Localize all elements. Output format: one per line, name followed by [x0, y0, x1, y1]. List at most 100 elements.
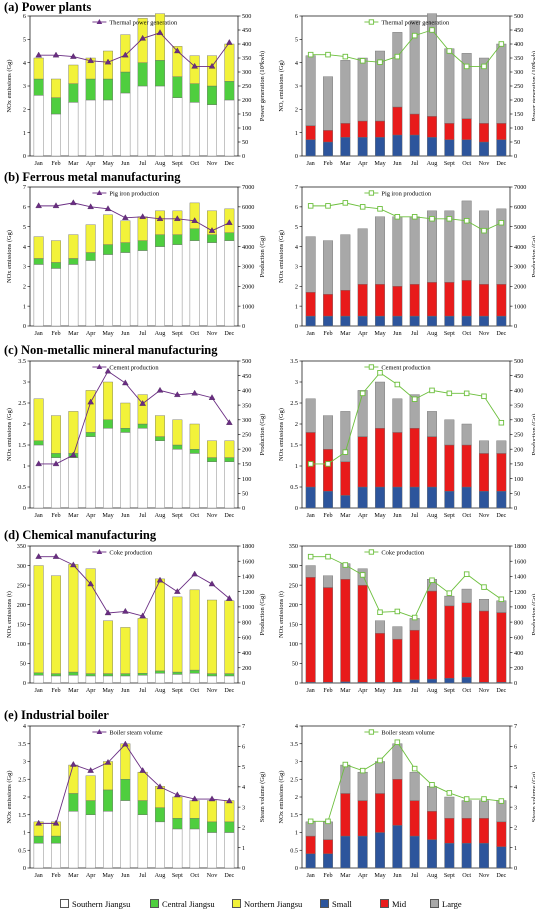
line-point: [446, 390, 453, 397]
plot-frame: [301, 15, 511, 157]
line-point: [104, 759, 112, 765]
bar-northern: [33, 565, 44, 674]
bar-small: [427, 486, 437, 509]
bar-central: [68, 671, 79, 676]
bar-northern: [137, 216, 148, 241]
bar-small: [323, 315, 333, 327]
bar-mid: [479, 610, 489, 683]
bar-central: [120, 71, 131, 94]
section-title-chemical: (d) Chemical manufacturing: [4, 528, 157, 542]
bar-mid: [323, 294, 333, 317]
bar-central: [51, 453, 61, 458]
line-point: [52, 553, 60, 559]
legend-label-southern: Southern Jiangsu: [72, 899, 131, 909]
bar-mid: [461, 280, 472, 317]
bar-mid: [323, 839, 333, 854]
bar-southern: [155, 440, 165, 509]
x-tick-label: Jul: [139, 872, 147, 879]
bar-southern: [103, 99, 113, 157]
bar-central: [85, 432, 96, 437]
bar-mid: [479, 284, 489, 317]
y-tick-label: 100: [17, 641, 26, 648]
bar-large: [375, 620, 385, 634]
bar-central: [120, 427, 131, 433]
bar-southern: [137, 250, 148, 327]
section-title-ferrous: (b) Ferrous metal manufacturing: [4, 170, 181, 184]
bar-southern: [33, 444, 44, 509]
line-point: [35, 553, 42, 559]
line-point: [35, 819, 42, 826]
x-tick-label: Sept: [444, 330, 455, 337]
y2-tick-label: 300: [242, 69, 251, 76]
series-line: [310, 741, 502, 822]
y2-axis-label: Production (Gg): [259, 594, 266, 636]
bar-small: [323, 853, 333, 869]
bar-southern: [103, 427, 113, 509]
bar-southern: [51, 113, 61, 157]
bar-mid: [444, 282, 455, 317]
line-point: [307, 818, 314, 825]
bar-central: [224, 821, 235, 833]
bar-large: [444, 48, 455, 124]
bar-northern: [68, 564, 79, 673]
y-tick-label: 3.5: [290, 358, 298, 365]
x-tick-label: Jul: [411, 687, 419, 694]
line-point: [87, 203, 94, 210]
bar-small: [392, 315, 403, 327]
y2-tick-label: 0: [514, 865, 517, 872]
legend-label-central: Central Jiangsu: [162, 899, 215, 909]
line-point: [342, 53, 349, 60]
series-line: [310, 556, 502, 619]
line-point: [87, 57, 94, 63]
x-tick-label: Mar: [340, 687, 350, 694]
x-tick-label: May: [102, 330, 114, 337]
bar-mid: [427, 282, 437, 317]
y-tick-label: 200: [17, 602, 26, 609]
bar-northern: [103, 761, 113, 791]
x-tick-label: Dec: [224, 687, 234, 694]
y-tick-label: 3: [295, 83, 298, 90]
y2-tick-label: 500: [242, 13, 251, 20]
line-point: [122, 51, 129, 58]
bar-southern: [189, 828, 200, 869]
y2-tick-label: 500: [242, 358, 251, 365]
x-tick-label: Jun: [121, 512, 130, 519]
y2-axis-label: Steam volume (Gg): [531, 772, 535, 822]
bar-mid: [427, 590, 437, 680]
bar-northern: [51, 240, 61, 263]
legend-label-mid: Mid: [392, 899, 407, 909]
y2-tick-label: 6: [242, 743, 245, 750]
y-axis-label: NOx emissions (t): [6, 591, 13, 638]
bar-large: [305, 55, 316, 126]
bar-northern: [85, 390, 96, 433]
line-point: [174, 215, 181, 221]
x-tick-label: Sept: [172, 872, 183, 879]
line-point: [498, 596, 505, 603]
bar-southern: [68, 102, 79, 157]
y-tick-label: 5: [23, 37, 26, 44]
y-tick-label: 3: [23, 759, 26, 766]
y2-tick-label: 1200: [514, 589, 526, 596]
bar-central: [33, 258, 44, 265]
x-tick-label: Aug: [155, 160, 166, 167]
y-tick-label: 100: [289, 641, 298, 648]
y2-axis-label: Production (Gg): [531, 594, 535, 636]
line-point: [498, 798, 505, 804]
y-tick-label: 300: [17, 563, 26, 570]
y2-tick-label: 2000: [242, 283, 254, 290]
y-tick-label: 2: [295, 283, 298, 290]
line-point: [87, 398, 94, 405]
y2-tick-label: 200: [514, 665, 523, 672]
bar-mid: [375, 284, 385, 317]
line-point: [174, 588, 181, 594]
y2-tick-label: 250: [242, 432, 251, 439]
bar-small: [479, 141, 489, 157]
y2-tick-label: 1400: [514, 574, 526, 581]
x-tick-label: Sept: [172, 160, 183, 167]
x-tick-label: Jul: [411, 512, 419, 519]
bar-southern: [189, 240, 200, 327]
y-tick-label: 3: [23, 379, 26, 386]
bar-small: [427, 315, 437, 327]
line-point: [411, 214, 418, 220]
x-tick-label: Sept: [172, 512, 183, 519]
